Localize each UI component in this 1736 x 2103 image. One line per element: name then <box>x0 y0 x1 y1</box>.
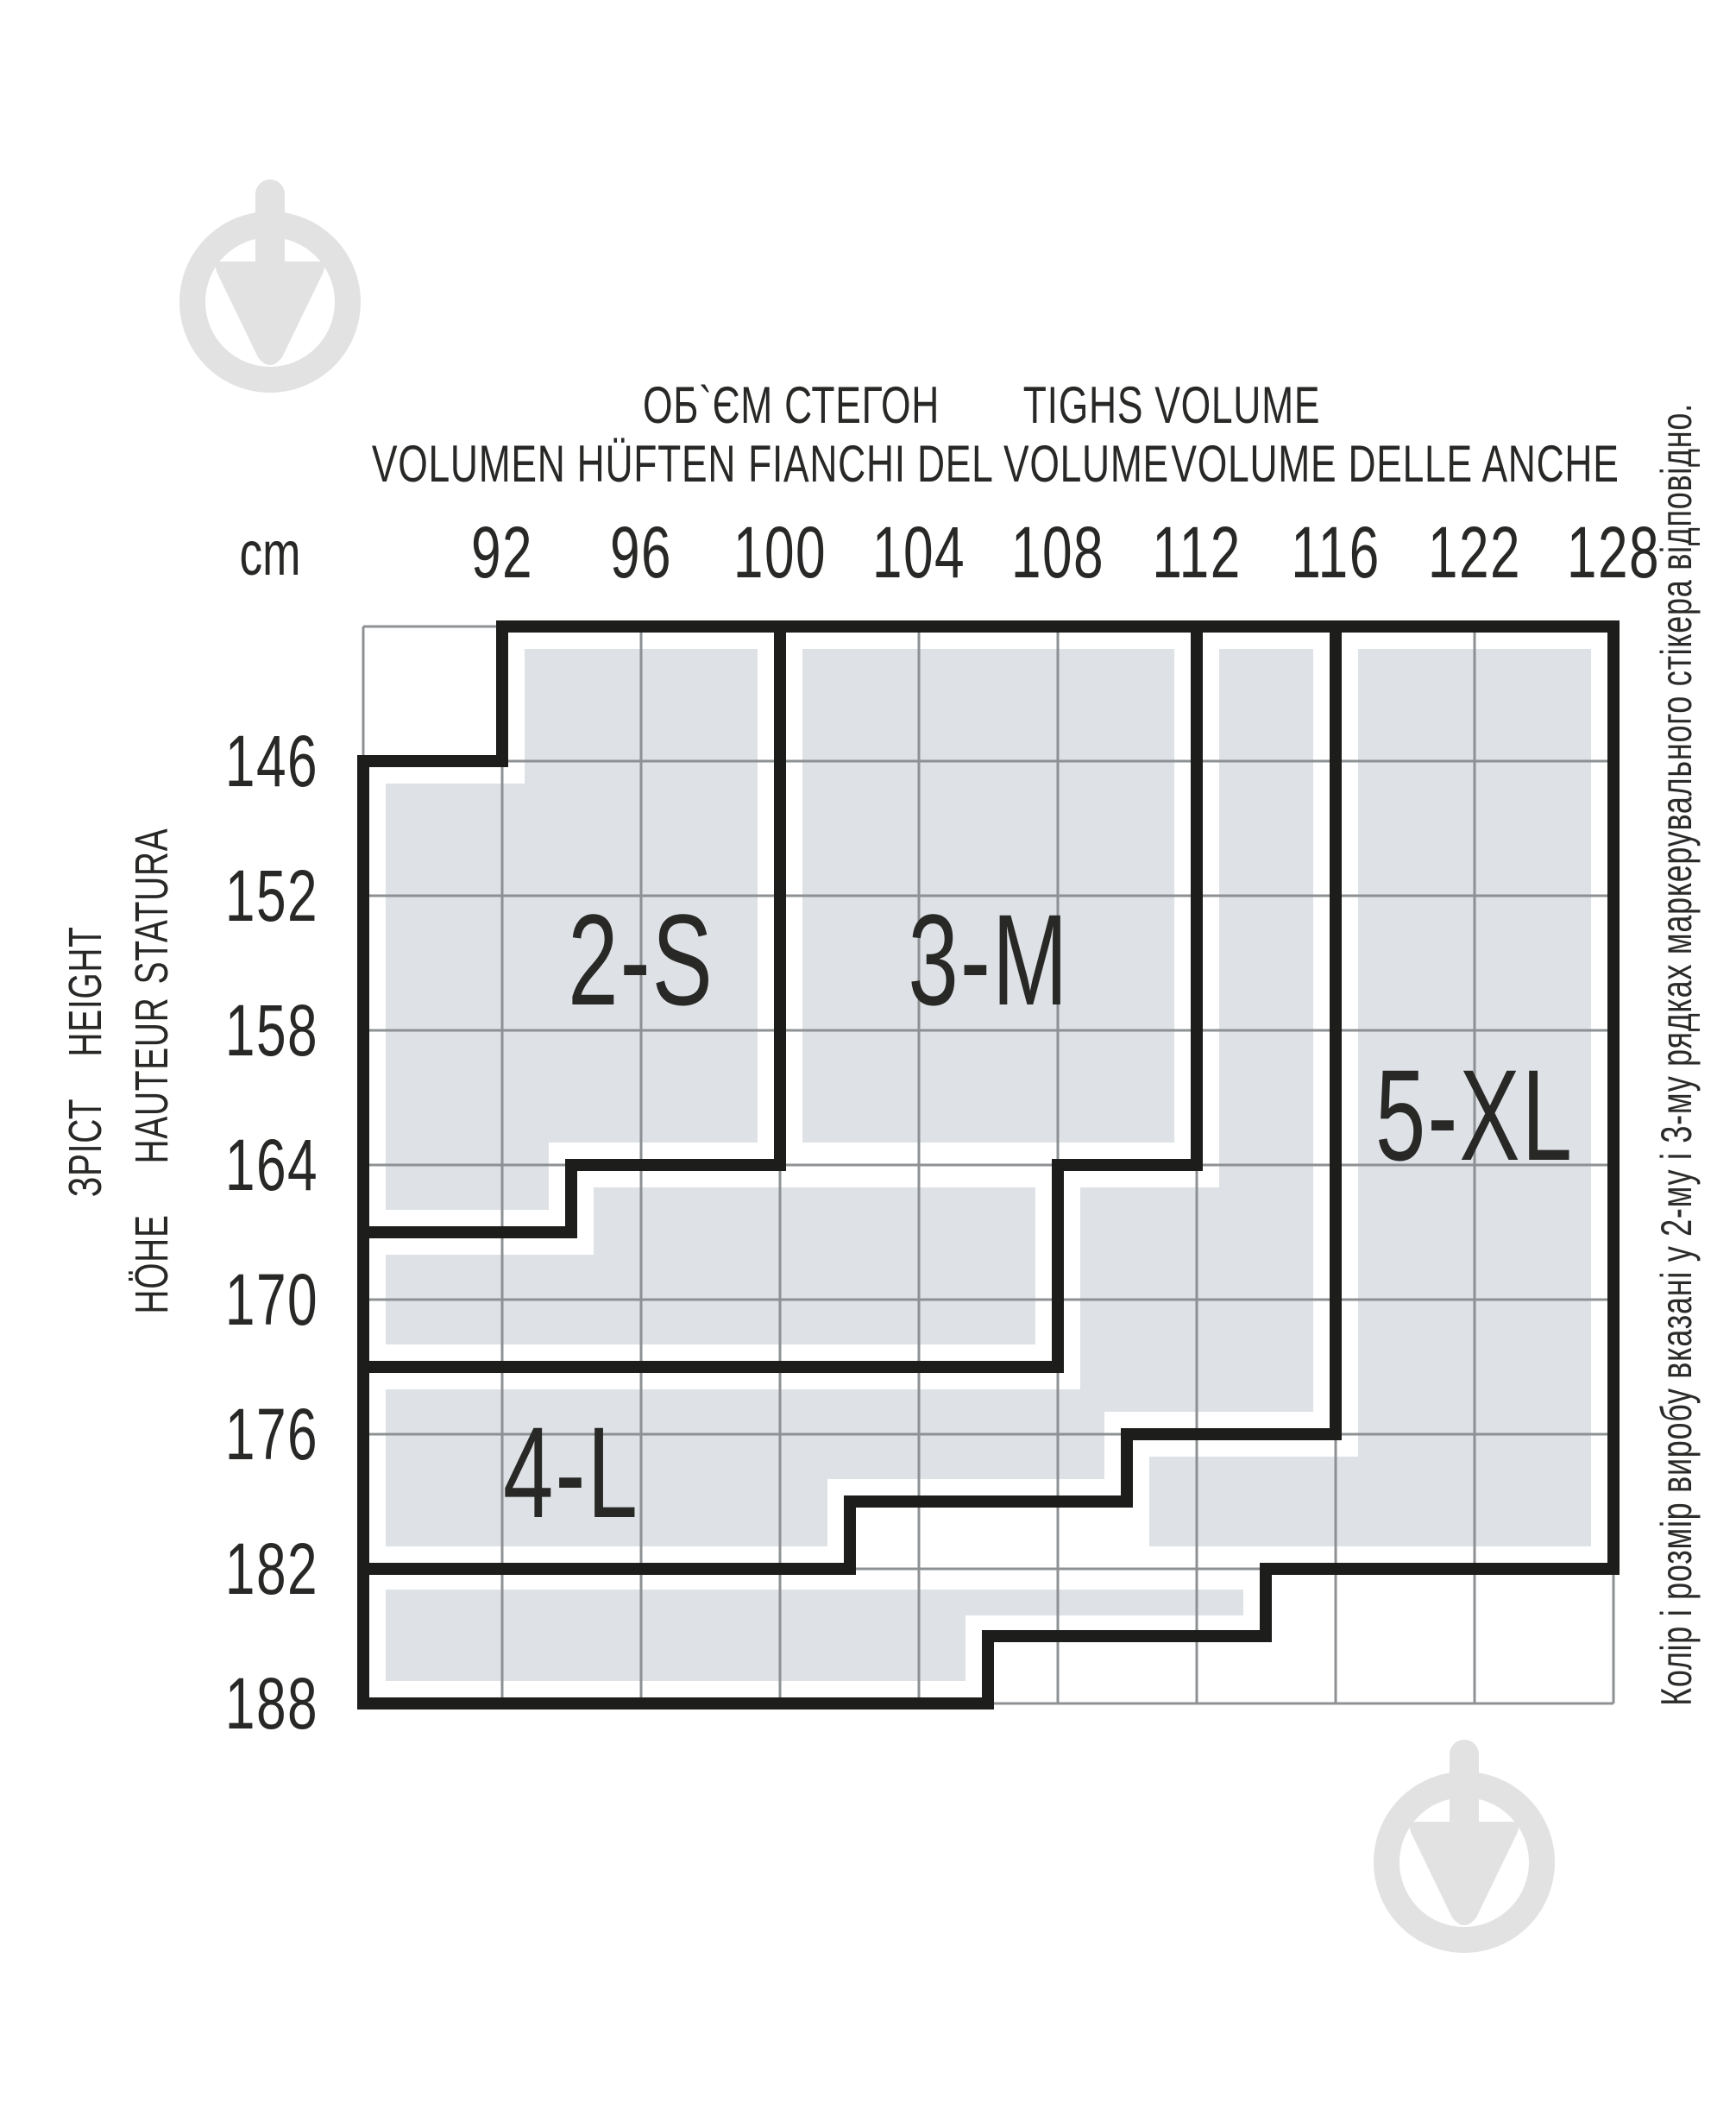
height-axis-label-uk: ЗРІСТ <box>60 1098 111 1198</box>
height-tick-146: 146 <box>224 721 319 802</box>
height-axis-label-de: HÖHE <box>126 1214 178 1314</box>
header-thighs-volume-it2: VOLUME DELLE ANCHE <box>1171 435 1620 493</box>
height-axis-label-en: HEIGHT <box>60 926 111 1057</box>
volume-tick-92: 92 <box>470 512 534 593</box>
volume-tick-122: 122 <box>1427 512 1522 593</box>
zone-label-2s: 2-S <box>568 887 714 1032</box>
volume-tick-128: 128 <box>1566 512 1661 593</box>
volume-tick-96: 96 <box>609 512 673 593</box>
height-tick-158: 158 <box>224 990 319 1071</box>
zone-label-4l: 4-L <box>502 1400 640 1545</box>
height-tick-188: 188 <box>224 1663 319 1744</box>
axis-unit-label: cm <box>239 519 301 589</box>
height-tick-182: 182 <box>224 1528 319 1609</box>
brand-watermark-icon <box>192 179 348 380</box>
header-thighs-volume-it: FIANCHI DEL VOLUME <box>748 435 1169 493</box>
height-tick-152: 152 <box>224 855 319 936</box>
volume-tick-112: 112 <box>1152 512 1242 593</box>
height-tick-170: 170 <box>224 1259 319 1340</box>
volume-tick-104: 104 <box>871 512 966 593</box>
header-thighs-volume-de: VOLUMEN HÜFTEN <box>371 435 737 493</box>
height-tick-164: 164 <box>224 1124 319 1206</box>
marking-sticker-note: Колір і розмір виробу вказані у 2-му і 3… <box>1652 403 1701 1706</box>
volume-tick-100: 100 <box>733 512 827 593</box>
volume-tick-116: 116 <box>1291 512 1381 593</box>
height-axis-label-fr: HAUTEUR <box>126 997 178 1164</box>
header-thighs-volume-uk: ОБ`ЄМ СТЕГОН <box>642 376 940 434</box>
zone-label-5xl: 5-XL <box>1374 1042 1575 1187</box>
zone-label-3m: 3-M <box>908 887 1070 1032</box>
height-tick-176: 176 <box>224 1394 319 1475</box>
zone-outlines <box>357 620 1620 1709</box>
height-axis-label-it: STATURA <box>126 828 178 985</box>
zone-outline-5xl <box>357 620 1620 1709</box>
volume-tick-108: 108 <box>1010 512 1105 593</box>
header-thighs-volume-en: TIGHS VOLUME <box>1022 376 1321 434</box>
brand-watermark-icon <box>1387 1740 1542 1940</box>
